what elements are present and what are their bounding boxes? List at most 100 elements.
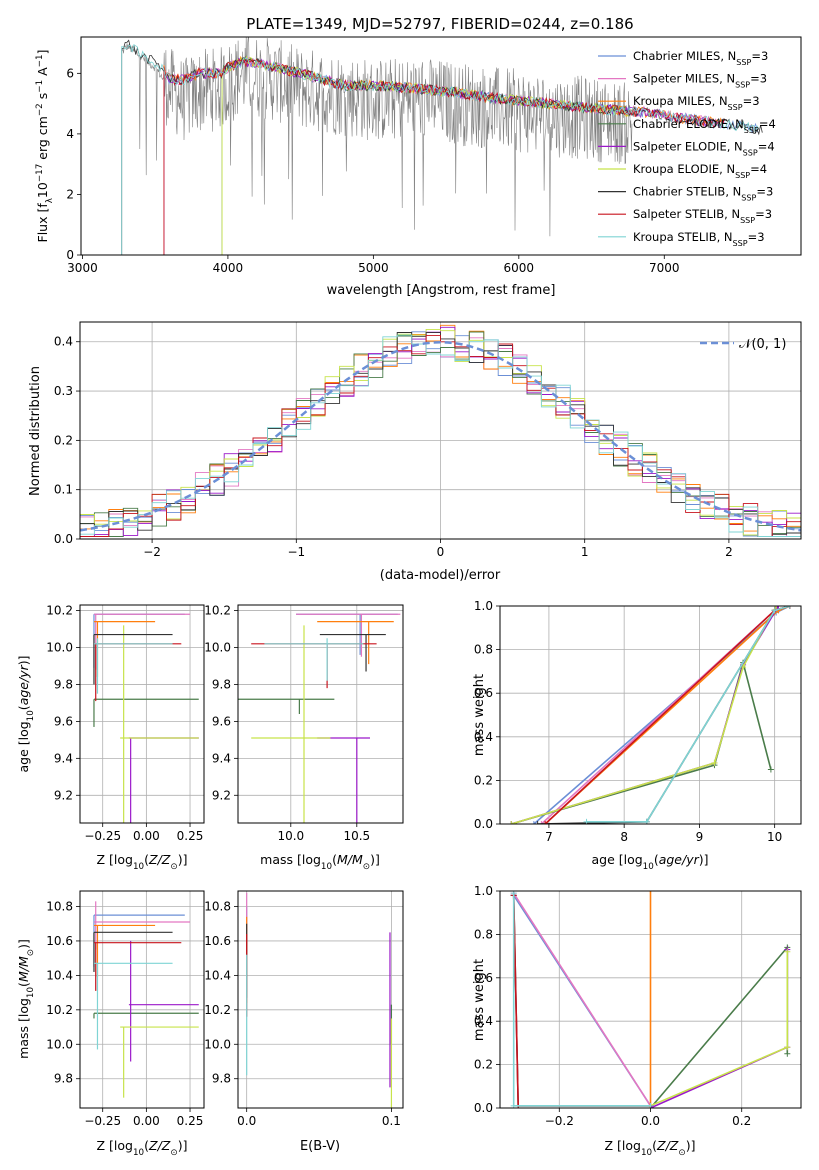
y-tick-label: 0.0 [54,532,73,546]
legend-label: Kroupa ELODIE, NSSP=4 [633,162,767,180]
y-tick-label: 10.2 [204,604,231,618]
x-tick-label: 7 [545,830,553,844]
x-tick-label: 0.00 [133,829,160,843]
y-tick-label: 0.2 [474,773,493,787]
normal-curve [80,340,801,532]
x-tick-label: 0.00 [133,1114,160,1128]
weight-line [586,606,790,823]
plot-area [121,37,763,255]
y-tick-label: 0 [66,248,74,262]
x-axis-label: mass [log10(M/M⊙)] [260,852,380,872]
y-axis-label: mass weight [472,674,487,756]
panel-mass_vs_EBV: 0.0 0.1 9.8 10.0 10.2 10.4 10.6 10.8 E(B-V) [204,890,404,1154]
y-tick-label: 9.8 [54,1072,73,1086]
x-tick-label: 0.0 [641,1114,660,1128]
y-tick-label: 10.2 [204,1003,231,1017]
y-tick-label: 0.0 [474,1101,493,1115]
x-tick-label: 10.5 [343,829,370,843]
panel-spectrum: 3000 4000 5000 6000 7000 0 2 4 6 wavelength [Angs… [35,36,802,298]
plot-area [246,892,393,1108]
figure-title: PLATE=1349, MJD=52797, FIBERID=0244, z=0… [246,15,633,33]
weight-line [511,606,777,824]
x-tick-label: 5000 [358,261,389,275]
axes-frame [499,605,802,825]
x-tick-label: 0.25 [177,829,204,843]
y-axis-label: mass weight [472,959,487,1041]
weight-line [511,606,780,824]
y-tick-label: 10.0 [204,1037,231,1051]
y-tick-label: 10.4 [204,968,231,982]
y-tick-label: 1.0 [474,884,493,898]
y-tick-label: 10.6 [46,934,73,948]
data-spectrum [121,37,633,255]
x-axis-label: E(B-V) [300,1139,340,1154]
x-tick-label: 8 [620,830,628,844]
model-spectrum [163,57,758,255]
weight-line [511,659,772,824]
y-tick-label: 10.6 [204,934,231,948]
plot-area [508,606,793,824]
y-tick-label: 10.0 [46,1037,73,1051]
plot-area [93,901,199,1098]
legend-label: Salpeter STELIB, NSSP=3 [633,207,772,225]
y-tick-label: 9.6 [54,714,73,728]
y-tick-label: 10.4 [46,968,73,982]
y-tick-label: 10.0 [46,640,73,654]
x-tick-label: 2 [725,545,733,559]
model-spectrum [121,43,760,255]
x-tick-label: 0 [437,545,445,559]
panel-age_vs_mass: 10.0 10.5 9.2 9.4 9.6 9.8 10.0 10.2 mass [log10(… [204,604,404,872]
plot-area [80,324,801,537]
y-tick-label: 0.3 [54,384,73,398]
y-tick-label: 0.6 [474,686,493,700]
y-tick-label: 10.8 [204,900,231,914]
panel-weight_vs_Z: −0.2 0.0 0.2 0.0 0.2 0.4 0.6 0.8 1.0 Z [log10(Z/Z… [472,884,802,1158]
y-axis-label: age [log10(age/yr)] [16,655,36,772]
weight-line [544,606,790,824]
y-tick-label: 0.2 [474,1058,493,1072]
x-tick-label: 10 [767,830,782,844]
x-tick-label: −0.25 [84,829,121,843]
y-tick-label: 0.4 [474,730,493,744]
x-axis-label: age [log10(age/yr)] [591,852,708,872]
y-tick-label: 0.8 [474,643,493,657]
y-axis-label: Normed distribution [28,366,43,496]
y-tick-label: 9.2 [212,788,231,802]
panel-age_vs_Z: −0.25 0.00 0.25 9.2 9.4 9.6 9.8 10.0 10.2 Z [log1… [16,604,205,872]
x-tick-label: 1 [581,545,589,559]
y-tick-label: 0.8 [474,927,493,941]
y-tick-label: 6 [66,66,74,80]
axes-frame [80,36,802,256]
x-tick-label: −2 [143,545,161,559]
panel-mass_vs_Z: −0.25 0.00 0.25 9.8 10.0 10.2 10.4 10.6 10.8 Z [l… [16,890,205,1158]
plot-area [238,613,401,823]
y-tick-label: 4 [66,127,74,141]
axes-frame [79,890,205,1109]
axes-frame [237,890,404,1109]
y-axis-label: Flux [fλ10−17 erg cm−2 s−1 A−1] [35,50,55,243]
y-tick-label: 9.8 [54,677,73,691]
y-tick-label: 9.8 [212,677,231,691]
y-tick-label: 0.6 [474,971,493,985]
y-tick-label: 9.4 [212,751,231,765]
y-tick-label: 2 [66,187,74,201]
x-tick-label: 4000 [213,261,244,275]
y-tick-label: 0.0 [474,817,493,831]
x-axis-label: Z [log10(Z/Z⊙)] [97,852,188,872]
y-tick-label: 10.0 [204,640,231,654]
x-axis-label: Z [log10(Z/Z⊙)] [97,1138,188,1158]
x-axis-label: (data-model)/error [380,568,501,583]
legend-label: Salpeter ELODIE, NSSP=4 [633,139,775,157]
legend-label: Chabrier MILES, NSSP=3 [633,49,768,67]
x-tick-label: −1 [287,545,305,559]
y-tick-label: 0.2 [54,433,73,447]
x-tick-label: 0.25 [177,1114,204,1128]
y-tick-label: 9.2 [54,788,73,802]
legend-label: Salpeter MILES, NSSP=3 [633,72,767,90]
x-tick-label: −0.2 [545,1114,574,1128]
x-tick-label: 9 [696,830,704,844]
y-tick-label: 9.8 [212,1072,231,1086]
x-axis-label: wavelength [Angstrom, rest frame] [327,283,556,298]
weight-line [649,945,789,1108]
